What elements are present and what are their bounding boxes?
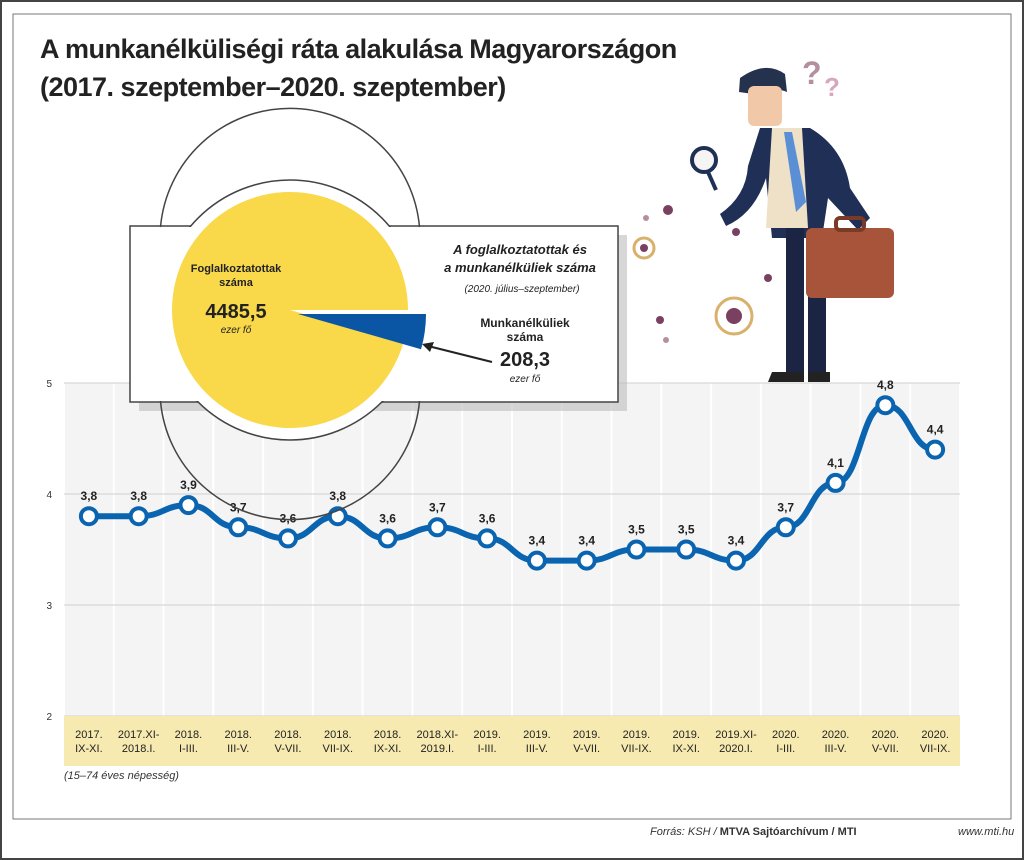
x-tick-label: 2018. III-V. [224,729,252,755]
pie-title-1: A foglalkoztatottak és [452,242,587,257]
unemployed-label-2: száma [507,330,544,344]
data-label: 3,8 [81,489,98,503]
data-point [825,472,846,493]
source-text: Forrás: KSH / [650,826,720,838]
inner-border [12,13,1012,820]
data-point [377,528,398,549]
y-tick-labels: 2 3 4 5 [46,379,52,723]
data-point [726,550,746,571]
x-tick-labels: 2017. IX-XI. 2017.XI-2018.I. 2018. I-III. 201… [75,729,950,755]
employed-label-2: száma [219,277,254,289]
y-tick-label: 5 [46,379,52,390]
data-point [925,439,946,460]
data-label: 3,7 [777,500,794,514]
data-label: 3,5 [628,523,645,537]
data-label: 3,4 [728,534,745,548]
x-tick-label: 2019. V-VII. [573,729,601,755]
employed-label: Foglalkoztatottak [191,263,282,275]
x-tick-label: 2018. I-III. [175,729,203,755]
x-tick-label: 2017. IX-XI. [75,729,103,755]
data-points [78,395,946,571]
y-tick-label: 2 [46,712,52,723]
data-labels: 3,8 3,8 3,9 3,7 3,6 3,8 3,6 3,7 3,6 3,4 3,4 3,5 3,5 3… [81,378,944,547]
x-tick-label: 2019. I-III. [473,729,501,755]
pie-labels: Foglalkoztatottak száma 4485,5 ezer fő A fog… [191,242,596,385]
data-point [228,517,249,538]
data-label: 4,1 [827,456,844,470]
data-point [775,517,796,538]
data-label: 3,8 [329,489,346,503]
data-point [427,517,448,538]
source-bold: MTVA Sajtóarchívum / MTI [719,826,857,838]
y-tick-label: 3 [46,601,52,612]
data-label: 3,6 [379,511,396,525]
data-point [477,528,498,549]
data-point [78,506,99,527]
employed-value: 4485,5 [205,301,266,323]
data-point [576,550,597,571]
x-tick-label: 2019.XI-2020.I. [715,729,757,755]
x-tick-label: 2017.XI-2018.I. [118,729,160,755]
data-point [626,539,647,560]
chart-title: A munkanélküliségi ráta alakulása Magyar… [40,34,677,64]
employed-unit: ezer fő [221,325,252,336]
data-label: 3,6 [479,511,496,525]
x-tick-label: 2019. III-V. [523,729,551,755]
data-label: 3,4 [529,534,546,548]
question-mark-icon: ? [824,72,840,102]
data-point [676,539,697,560]
pie-arrow-head [422,342,434,352]
x-tick-label: 2019. IX-XI. [672,729,700,755]
question-mark-icon: ? [802,55,822,91]
data-point [128,506,149,527]
magnifier-icon [690,146,718,174]
y-tick-label: 4 [46,490,52,501]
pie-chart [172,191,426,428]
data-label: 3,9 [180,478,197,492]
source-url: www.mti.hu [958,826,1015,838]
businessman-illustration: ? ? [632,55,894,382]
chart-subtitle: (2017. szeptember–2020. szeptember) [40,72,506,102]
x-tick-label: 2020. V-VII. [872,729,900,755]
data-label: 3,7 [230,500,247,514]
x-tick-label: 2020. III-V. [822,729,850,755]
pie-slice-unemployed [298,314,426,350]
data-point [875,395,896,416]
x-tick-label: 2018. VII-IX. [322,729,353,755]
pie-title-2: a munkanélküliek száma [444,260,596,275]
x-tick-label: 2020. I-III. [772,729,800,755]
x-tick-label: 2020. VII-IX. [920,729,951,755]
data-label: 3,7 [429,500,446,514]
data-label: 4,8 [877,378,894,392]
data-point [526,550,547,571]
data-label: 4,4 [927,423,944,437]
pie-period: (2020. július–szeptember) [464,284,579,295]
data-point [278,528,298,549]
unemployed-label: Munkanélküliek [480,316,570,330]
pie-arrow-line [427,345,493,363]
data-point [178,495,199,516]
vertical-grid [63,383,961,716]
pie-slice-employed [172,191,408,428]
x-tick-label: 2018. IX-XI. [374,729,402,755]
category-band [64,716,960,766]
x-tick-label: 2018.XI-2019.I. [417,729,459,755]
source-credit: Forrás: KSH / MTVA Sajtóarchívum / MTI [650,826,857,838]
population-note: (15–74 éves népesség) [64,770,179,782]
briefcase-icon [806,228,894,298]
data-label: 3,5 [678,523,695,537]
data-label: 3,4 [578,534,595,548]
unemployed-value: 208,3 [500,349,550,371]
data-label: 3,6 [280,511,297,525]
data-label: 3,8 [130,489,147,503]
pie-inset: Foglalkoztatottak száma 4485,5 ezer fő A fog… [129,107,627,521]
x-tick-label: 2018. V-VII. [274,729,302,755]
unemployed-unit: ezer fő [510,374,541,385]
x-tick-label: 2019. VII-IX. [621,729,652,755]
